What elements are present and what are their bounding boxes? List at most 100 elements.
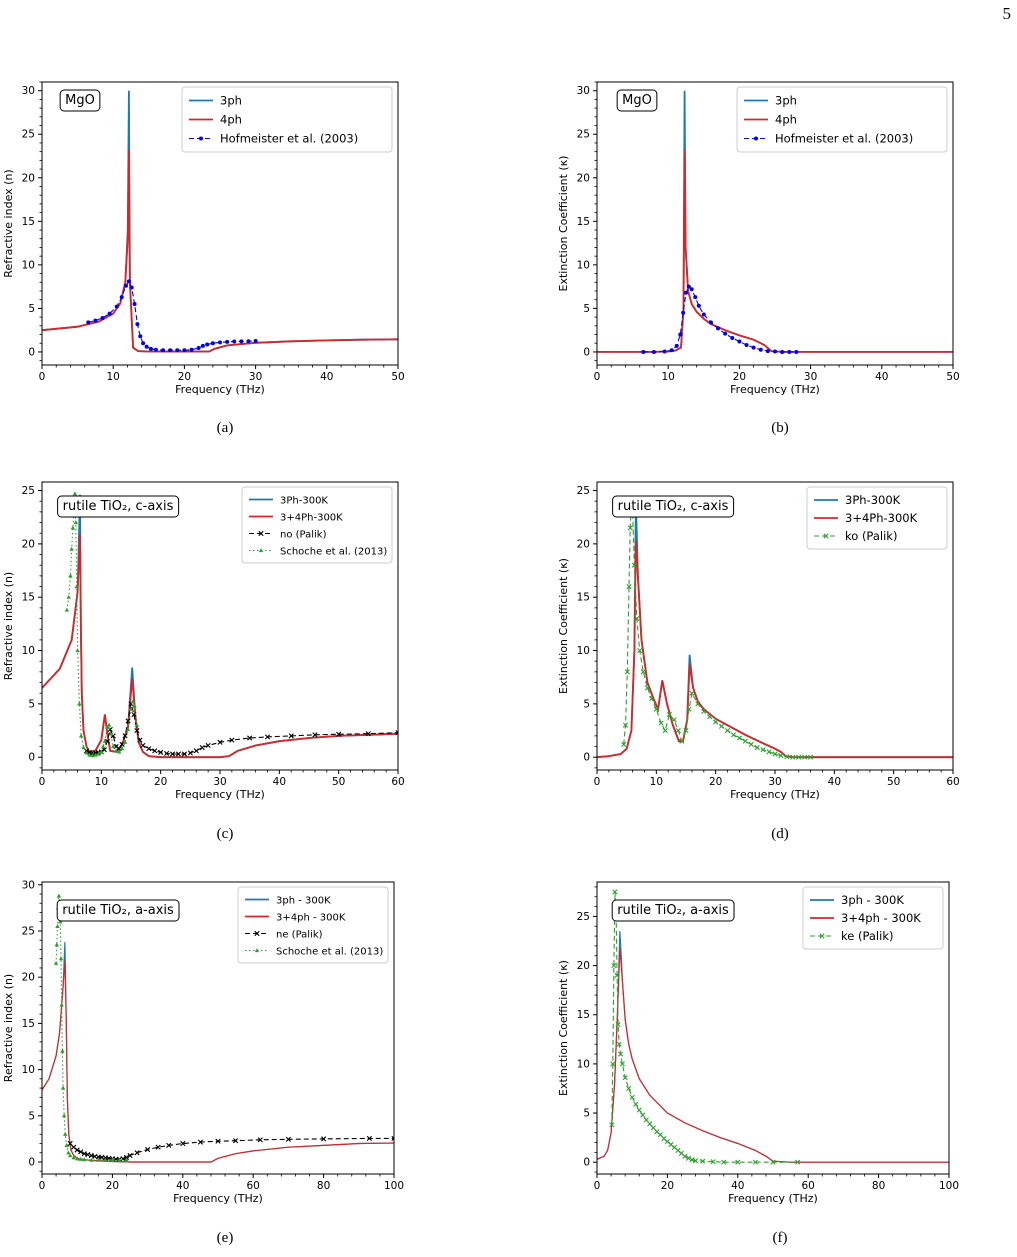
- data-point-e-3-19: [82, 1157, 87, 1162]
- data-point-f-2-31: [700, 1158, 706, 1164]
- data-point-d-2-28: [724, 727, 731, 734]
- x-tick-label-d-2: 20: [709, 776, 722, 788]
- series-line-f-1: [597, 947, 949, 1163]
- y-tick-label-c-4: 20: [22, 538, 35, 550]
- legend-label-d-1: 3+4Ph-300K: [845, 511, 918, 525]
- data-point-d-2-24: [701, 708, 707, 714]
- series-d-2: [621, 498, 814, 760]
- data-point-c-3-30: [128, 706, 134, 711]
- data-point-e-3-0: [53, 960, 59, 965]
- legend-box-c: [241, 486, 393, 564]
- data-point-b-2-1: [651, 349, 656, 354]
- figure-panel-c: 0 10 20 30 40 50 60 0 5 10 15 20 25 Frequency (THz) Re…: [0, 478, 450, 848]
- legend-label-f-1: 3+4ph - 300K: [841, 911, 921, 925]
- plot-frame-f: [596, 881, 950, 1175]
- y-tick-label-b-5: 25: [577, 129, 590, 141]
- data-point-d-2-12: [648, 695, 655, 702]
- legend-label-d-2: ko (Palik): [845, 529, 897, 543]
- data-point-c-3-0: [64, 607, 70, 612]
- data-point-e-2-30: [391, 1135, 394, 1142]
- data-point-e-3-12: [63, 1131, 68, 1136]
- series-f-2: [609, 889, 801, 1165]
- legend-label-c-3: Schoche et al. (2013): [280, 547, 387, 558]
- data-point-b-2-17: [737, 339, 742, 344]
- caption-b: (b): [771, 420, 789, 436]
- annotation-box-e: [56, 899, 180, 922]
- x-tick-label-b-5: 50: [946, 371, 959, 383]
- x-tick-label-d-0: 0: [594, 776, 601, 788]
- page-number: 5: [1002, 4, 1012, 23]
- series-e-1: [42, 960, 394, 1163]
- series-line-f-2: [611, 891, 798, 1163]
- x-tick-label-c-4: 40: [273, 776, 286, 788]
- data-point-c-3-3: [69, 546, 74, 551]
- data-point-c-3-28: [122, 739, 128, 744]
- x-tick-label-d-4: 40: [828, 776, 841, 788]
- data-point-c-2-27: [187, 750, 193, 756]
- data-point-c-2-38: [365, 731, 371, 737]
- series-line-e-2: [69, 1137, 394, 1160]
- data-point-c-2-22: [158, 749, 164, 755]
- data-point-e-3-24: [117, 1157, 122, 1162]
- data-point-d-2-27: [719, 723, 725, 729]
- data-point-b-2-22: [773, 349, 777, 354]
- data-point-c-3-21: [105, 724, 110, 729]
- data-point-f-2-8: [617, 1051, 624, 1057]
- data-point-d-2-25: [707, 714, 713, 720]
- legend-marker-c-3: [258, 548, 264, 553]
- data-point-b-2-12: [701, 312, 706, 317]
- y-tick-label-f-4: 20: [577, 960, 590, 972]
- legend-marker-a-2: [199, 136, 203, 141]
- figure-panel-d: 0 10 20 30 40 50 60 0 5 10 15 20 25 Frequency (THz) Ex…: [555, 478, 1005, 848]
- legend-marker-d-2: [823, 533, 829, 539]
- y-axis-label-e: Refractive index (n): [2, 974, 15, 1082]
- data-point-f-2-13: [633, 1101, 639, 1107]
- caption-e: (e): [216, 1230, 234, 1246]
- data-point-f-2-17: [647, 1121, 653, 1127]
- data-point-b-2-13: [708, 320, 713, 325]
- data-point-e-2-2: [74, 1147, 80, 1153]
- x-axis-label-c: Frequency (THz): [175, 788, 265, 801]
- data-point-c-3-10: [77, 701, 82, 706]
- annotation-box-b: [616, 89, 658, 112]
- x-axis-label-b: Frequency (THz): [730, 383, 820, 396]
- data-point-f-2-15: [640, 1112, 646, 1118]
- caption-d: (d): [771, 826, 789, 842]
- data-point-c-3-14: [87, 752, 92, 757]
- y-tick-label-d-3: 15: [577, 592, 590, 604]
- x-tick-label-b-4: 40: [875, 371, 888, 383]
- data-point-e-2-18: [134, 1150, 140, 1156]
- series-c-3: [64, 491, 140, 758]
- data-point-c-3-32: [132, 703, 137, 708]
- legend-marker-f-2: [819, 933, 825, 939]
- data-point-a-2-21: [196, 346, 201, 351]
- data-point-b-2-16: [730, 336, 735, 341]
- data-point-a-2-3: [107, 311, 112, 316]
- legend-marker-e-3: [254, 948, 260, 953]
- series-line-c-3: [66, 493, 138, 757]
- data-point-c-2-14: [125, 718, 131, 724]
- data-point-b-2-0: [641, 349, 646, 354]
- data-point-d-2-41: [802, 754, 808, 760]
- y-tick-label-d-0: 0: [583, 752, 590, 764]
- data-point-e-2-4: [81, 1151, 87, 1157]
- data-point-a-2-19: [182, 348, 187, 353]
- series-f-0: [597, 931, 949, 1163]
- data-point-b-2-7: [684, 290, 688, 295]
- data-point-c-2-17: [134, 727, 140, 734]
- data-point-c-3-7: [73, 520, 79, 525]
- y-tick-label-f-3: 15: [577, 1009, 590, 1021]
- figure-panel-a: 0 10 20 30 40 50 0 5 10 15 20 25 30 Frequency (THz) Re…: [0, 78, 450, 438]
- data-point-d-2-14: [658, 720, 664, 726]
- y-tick-label-b-1: 5: [583, 303, 590, 315]
- data-point-f-2-6: [615, 1021, 621, 1028]
- x-tick-label-f-3: 60: [802, 1180, 815, 1192]
- data-point-c-3-2: [68, 573, 73, 578]
- data-point-d-2-18: [675, 727, 681, 734]
- data-point-f-2-2: [611, 962, 617, 969]
- data-point-f-2-33: [721, 1159, 727, 1165]
- x-tick-label-d-3: 30: [768, 776, 781, 788]
- data-point-d-2-7: [631, 562, 637, 568]
- legend-label-f-2: ke (Palik): [841, 929, 893, 943]
- data-point-b-2-25: [794, 349, 799, 354]
